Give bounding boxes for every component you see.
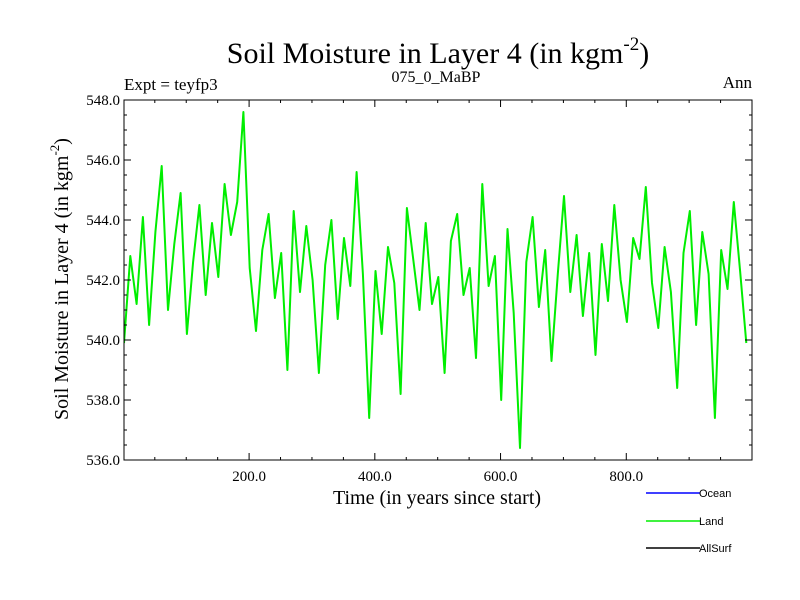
- axis-ticks: 536.0 538.0 540.0 542.0 544.0 546.0 548.0 200.0…: [86, 93, 752, 485]
- x-axis-label: Time (in years since start): [333, 487, 541, 509]
- x-tick-label: 800.0: [609, 469, 643, 485]
- series-line-land: [124, 111, 748, 449]
- x-tick-label: 200.0: [232, 469, 266, 485]
- y-tick-label: 548.0: [86, 93, 120, 109]
- y-tick-label: 544.0: [86, 213, 120, 229]
- legend: Ocean Land AllSurf: [646, 488, 732, 555]
- y-tick-label: 542.0: [86, 273, 120, 289]
- subtitle-left: Expt = teyfp3: [124, 75, 218, 94]
- y-tick-label: 546.0: [86, 153, 120, 169]
- subtitle-right: Ann: [723, 73, 753, 92]
- plot-area: [123, 99, 753, 461]
- y-tick-label: 536.0: [86, 453, 120, 469]
- legend-label-ocean: Ocean: [699, 488, 731, 500]
- chart-title: Soil Moisture in Layer 4 (in kgm-2): [227, 34, 649, 70]
- subtitle-center: 075_0_MaBP: [392, 69, 481, 86]
- y-tick-label: 538.0: [86, 393, 120, 409]
- x-tick-label: 400.0: [358, 469, 392, 485]
- x-tick-label: 600.0: [484, 469, 518, 485]
- y-tick-label: 540.0: [86, 333, 120, 349]
- legend-label-allsurf: AllSurf: [699, 543, 732, 555]
- y-axis-label: Soil Moisture in Layer 4 (in kgm-2): [47, 138, 73, 420]
- legend-label-land: Land: [699, 516, 723, 528]
